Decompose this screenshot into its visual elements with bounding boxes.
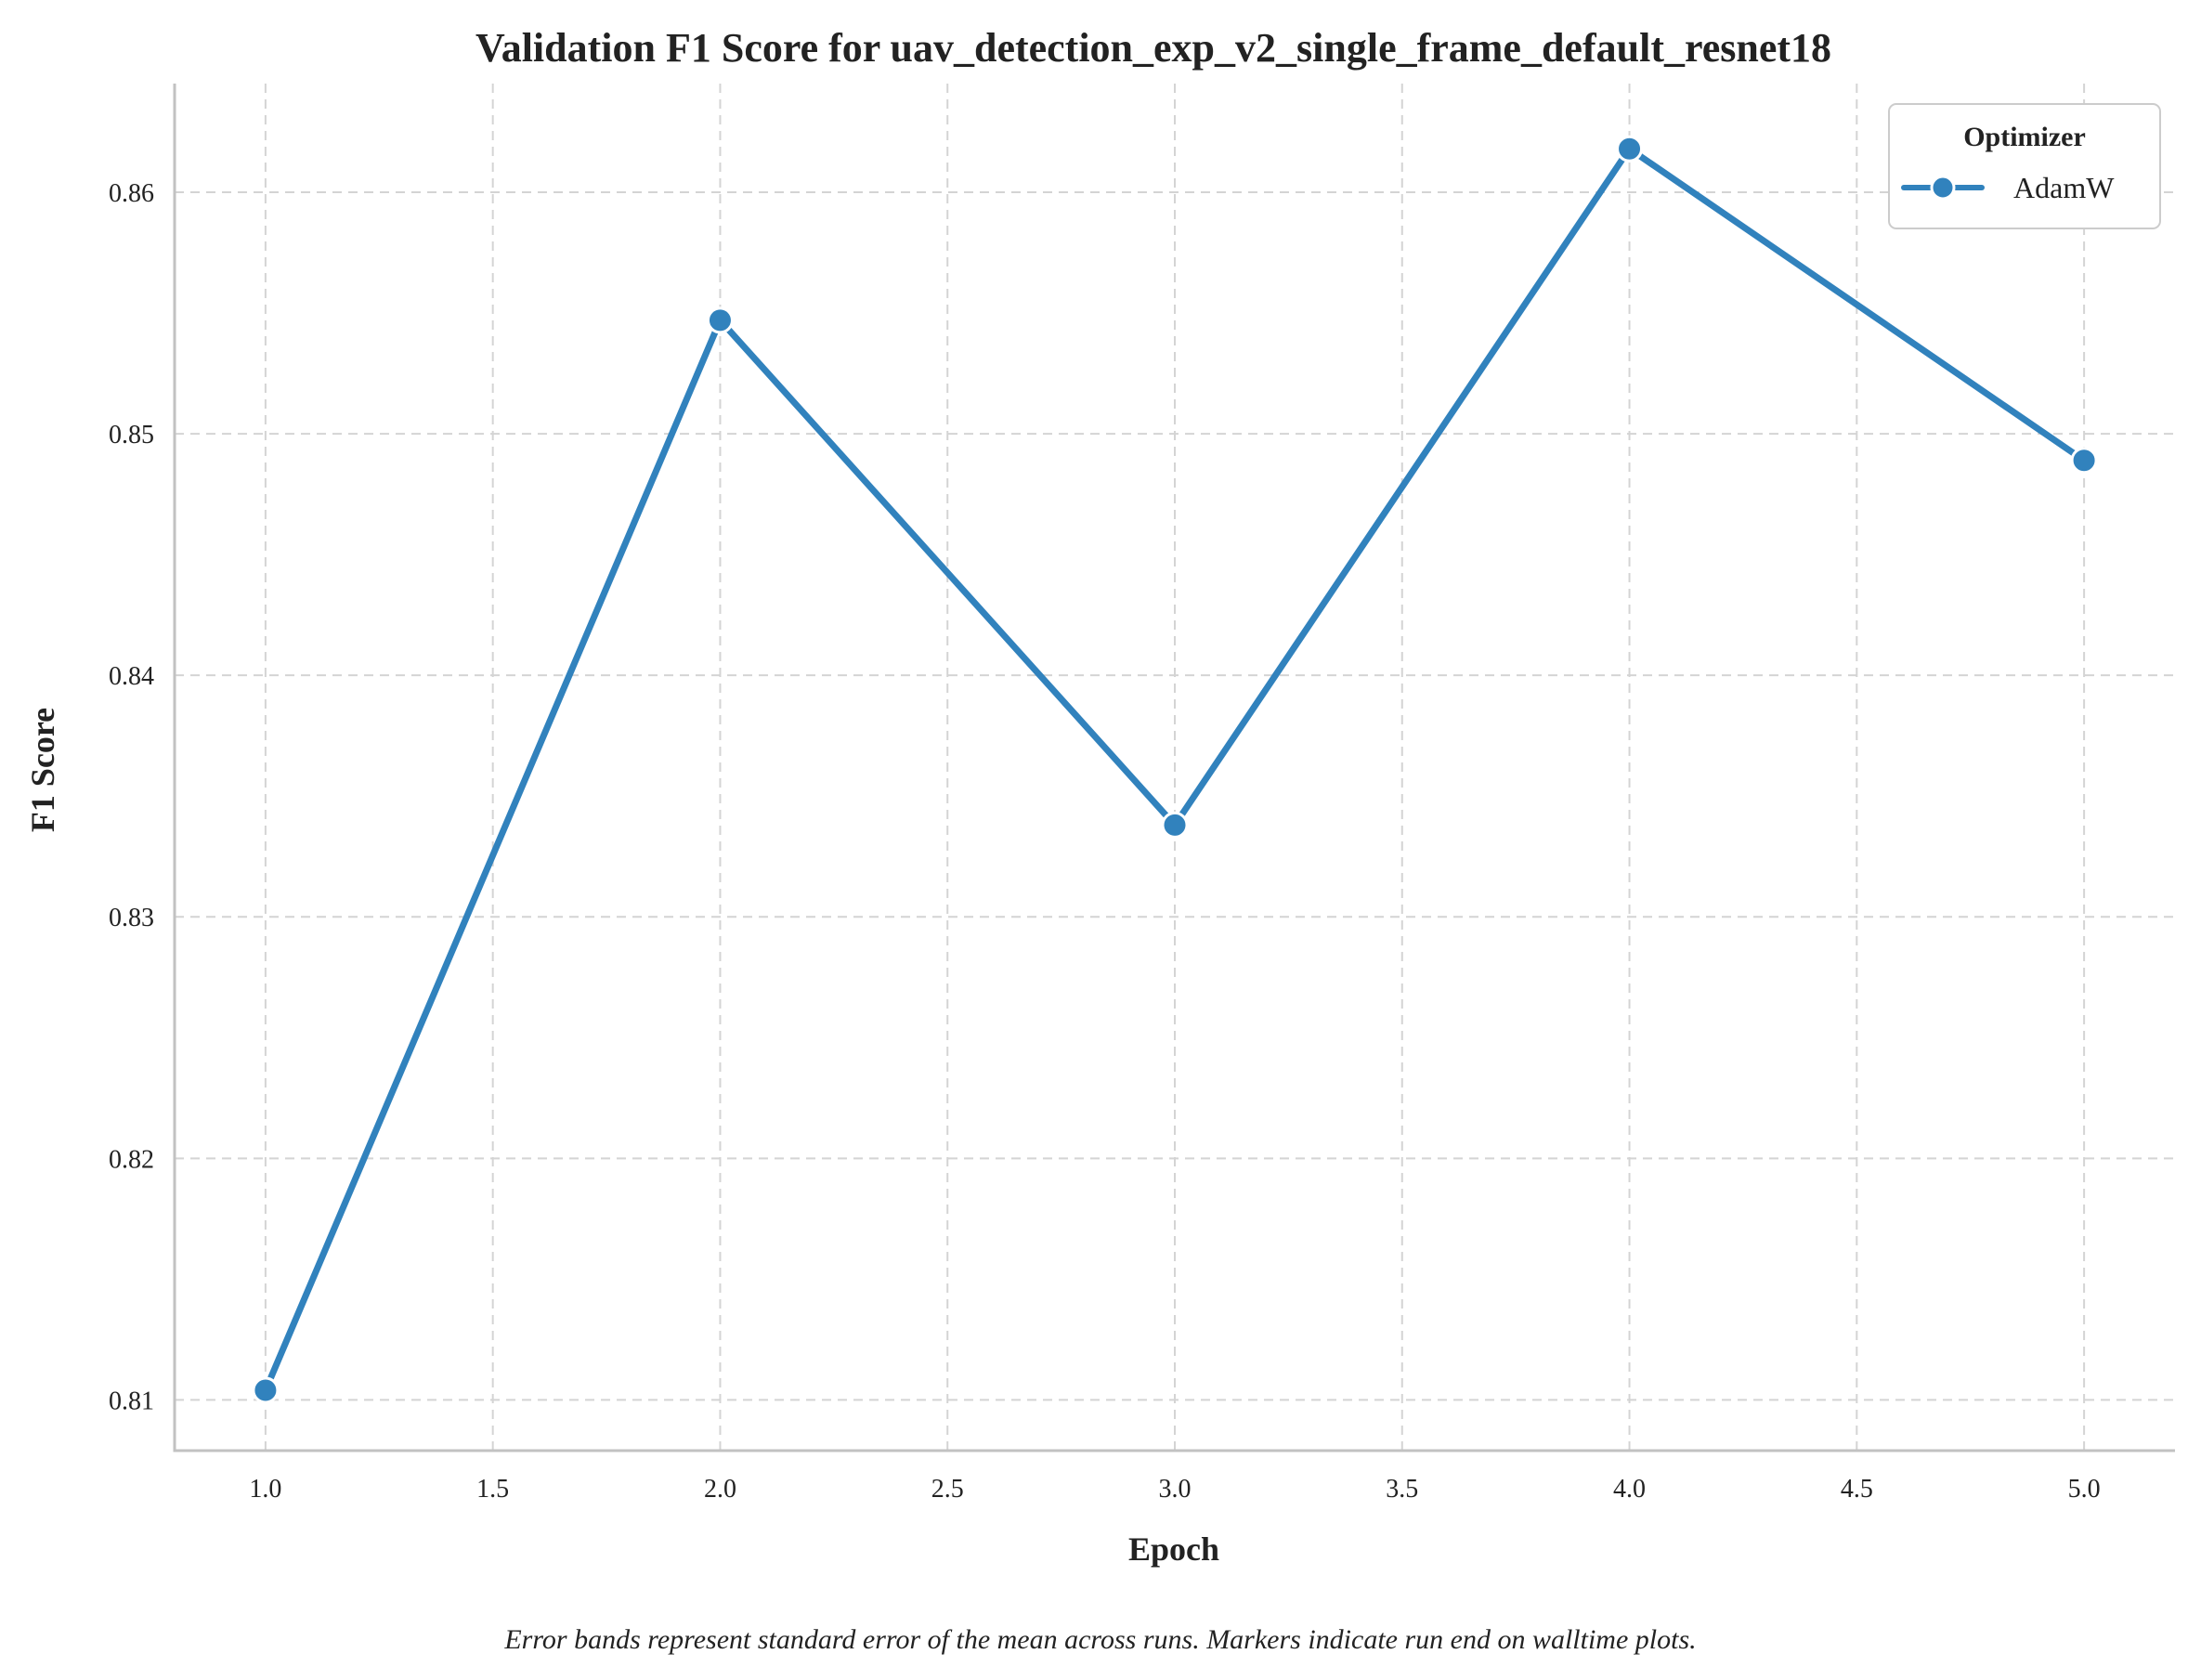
legend-title: Optimizer [1963, 122, 2086, 152]
x-tick-label: 4.0 [1613, 1475, 1646, 1504]
grid-layer [175, 84, 2175, 1451]
y-tick-label: 0.82 [109, 1145, 154, 1174]
figure-caption: Error bands represent standard error of … [503, 1624, 1696, 1655]
data-point [706, 306, 734, 334]
legend: Optimizer AdamW [1888, 103, 2161, 229]
x-tick-label: 4.5 [1841, 1475, 1873, 1504]
series-layer [252, 135, 2098, 1404]
legend-series-marker [1930, 175, 1956, 201]
y-tick-label: 0.85 [109, 421, 154, 449]
x-tick-label: 1.0 [249, 1475, 281, 1504]
y-tick-label: 0.86 [109, 179, 154, 208]
chart-title: Validation F1 Score for uav_detection_ex… [475, 25, 1831, 71]
tick-labels: 1.0 1.5 2.0 2.5 3.0 3.5 4.0 4.5 5.0 0.81 0.82 0.83 0… [109, 179, 2101, 1504]
legend-series-label: AdamW [2013, 171, 2115, 204]
x-tick-label: 3.0 [1159, 1475, 1192, 1504]
x-axis-title: Epoch [1128, 1530, 1219, 1568]
axes-spines [173, 84, 2175, 1452]
data-point [252, 1376, 280, 1404]
legend-frame [1888, 103, 2161, 229]
data-point [2070, 447, 2098, 475]
y-axis-title: F1 Score [24, 708, 61, 832]
y-tick-label: 0.84 [109, 662, 154, 691]
y-tick-label: 0.81 [109, 1387, 154, 1415]
x-tick-label: 2.5 [931, 1475, 964, 1504]
y-tick-label: 0.83 [109, 904, 154, 932]
x-tick-label: 2.0 [704, 1475, 736, 1504]
data-point [1161, 811, 1189, 839]
x-tick-label: 5.0 [2068, 1475, 2101, 1504]
x-tick-label: 3.5 [1386, 1475, 1418, 1504]
axis-spines [173, 84, 2175, 1452]
data-point [1616, 135, 1644, 163]
x-tick-label: 1.5 [476, 1475, 509, 1504]
